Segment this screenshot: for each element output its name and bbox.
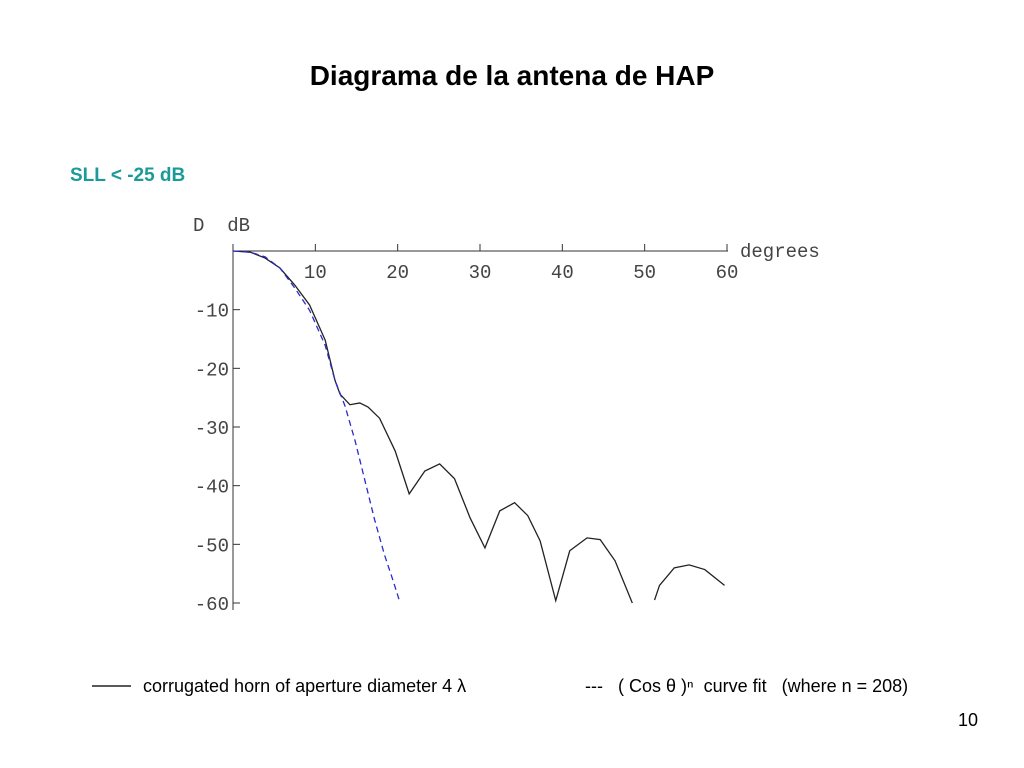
- x-axis-label: degrees: [740, 241, 820, 263]
- data-line: [232, 250, 725, 604]
- y-tick-label: -10: [195, 301, 229, 323]
- x-tick-label: 40: [551, 262, 574, 284]
- legend-label: corrugated horn of aperture diameter 4 λ: [143, 676, 466, 696]
- x-tick-label: 30: [469, 262, 492, 284]
- title: Diagrama de la antena de HAP: [310, 60, 715, 91]
- y-tick-label: -40: [195, 477, 229, 499]
- x-tick-label: 60: [716, 262, 739, 284]
- y-tick-label: -60: [195, 594, 229, 616]
- legend-swatch: ---: [585, 676, 603, 696]
- y-axis-label: D dB: [193, 215, 250, 237]
- x-tick-label: 50: [633, 262, 656, 284]
- x-tick-label: 10: [304, 262, 327, 284]
- subtitle: SLL < -25 dB: [70, 165, 185, 186]
- legend-label: ( Cos θ )ⁿ curve fit (where n = 208): [618, 676, 908, 696]
- y-tick-label: -50: [195, 535, 229, 557]
- data-line: [232, 250, 401, 604]
- page-number: 10: [958, 710, 978, 730]
- x-tick-label: 20: [386, 262, 409, 284]
- y-tick-label: -20: [195, 359, 229, 381]
- y-tick-label: -30: [195, 418, 229, 440]
